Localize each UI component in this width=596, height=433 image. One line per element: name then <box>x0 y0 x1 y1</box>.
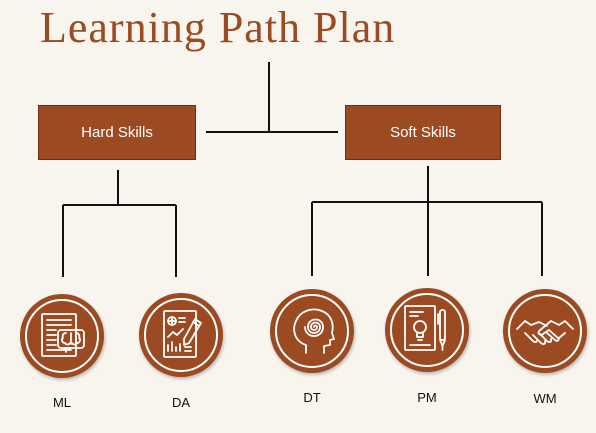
document-lightbulb-pen-icon <box>404 305 446 351</box>
dt-label: DT <box>303 390 321 405</box>
handshake-icon <box>516 320 574 345</box>
da-label: DA <box>171 395 191 410</box>
dt-node[interactable] <box>270 289 354 373</box>
ml-node[interactable] <box>20 294 104 378</box>
da-node[interactable] <box>139 293 223 377</box>
soft-skills-box[interactable]: Soft Skills <box>345 105 501 160</box>
pm-node[interactable] <box>385 288 469 372</box>
ml-label: ML <box>52 395 72 410</box>
page-title: Learning Path Plan <box>40 3 396 52</box>
wm-node[interactable] <box>503 289 587 373</box>
document-brain-icon <box>41 313 85 357</box>
hard-skills-label: Hard Skills <box>81 124 153 141</box>
report-chart-icon <box>163 310 202 358</box>
wm-label: WM <box>533 391 557 406</box>
hard-skills-box[interactable]: Hard Skills <box>38 105 196 160</box>
soft-skills-label: Soft Skills <box>390 124 456 141</box>
pm-label: PM <box>417 390 437 405</box>
head-spiral-icon <box>293 308 335 354</box>
